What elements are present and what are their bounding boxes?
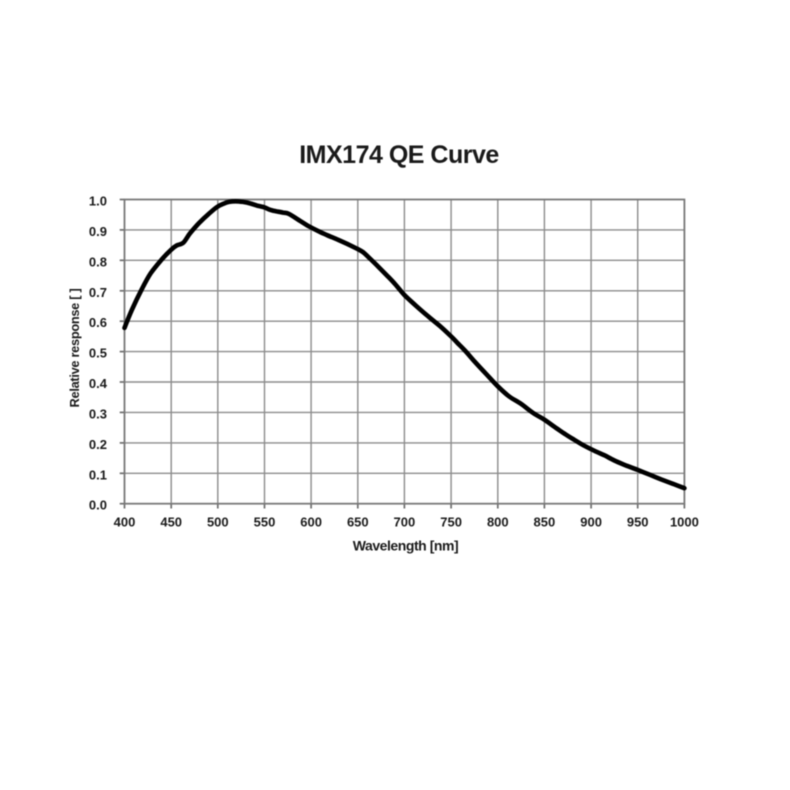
svg-text:950: 950 — [627, 515, 649, 530]
svg-text:400: 400 — [114, 515, 136, 530]
svg-text:700: 700 — [394, 515, 416, 530]
svg-text:0.2: 0.2 — [89, 437, 107, 452]
svg-text:650: 650 — [347, 515, 369, 530]
svg-text:750: 750 — [440, 515, 462, 530]
svg-text:Wavelength [nm]: Wavelength [nm] — [353, 538, 459, 554]
svg-text:450: 450 — [160, 515, 182, 530]
svg-text:0.0: 0.0 — [89, 498, 107, 513]
svg-text:900: 900 — [580, 515, 602, 530]
svg-text:0.1: 0.1 — [89, 467, 107, 482]
svg-text:1.0: 1.0 — [89, 194, 107, 209]
svg-text:0.5: 0.5 — [89, 346, 107, 361]
svg-text:0.3: 0.3 — [89, 406, 107, 421]
svg-text:500: 500 — [207, 515, 229, 530]
svg-text:1000: 1000 — [670, 515, 699, 530]
svg-text:IMX174 QE Curve: IMX174 QE Curve — [299, 141, 499, 169]
svg-text:800: 800 — [487, 515, 509, 530]
svg-text:Relative response [ ]: Relative response [ ] — [67, 289, 82, 408]
svg-text:0.4: 0.4 — [89, 376, 108, 391]
svg-text:600: 600 — [300, 515, 322, 530]
svg-text:850: 850 — [534, 515, 556, 530]
svg-text:0.9: 0.9 — [89, 224, 107, 239]
svg-text:0.8: 0.8 — [89, 254, 107, 269]
svg-text:550: 550 — [254, 515, 276, 530]
svg-text:0.6: 0.6 — [89, 315, 107, 330]
svg-text:0.7: 0.7 — [89, 285, 107, 300]
